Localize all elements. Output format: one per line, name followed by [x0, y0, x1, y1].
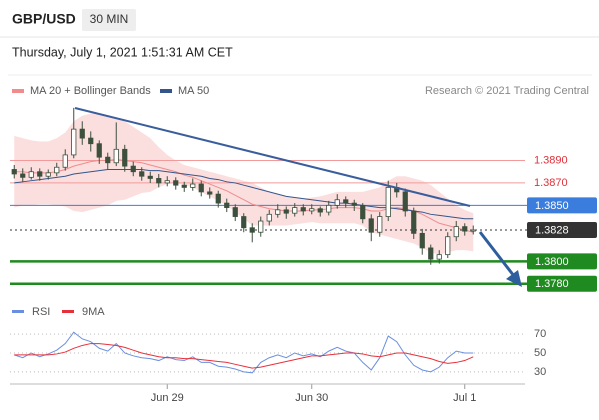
ma-line — [14, 158, 474, 233]
x-tick-label: Jun 29 — [151, 392, 184, 404]
candle-body — [122, 148, 128, 167]
candle-body — [130, 165, 136, 173]
candle-body — [445, 236, 451, 256]
candle-body — [215, 193, 221, 204]
level-label-box — [527, 222, 597, 238]
candle-body — [258, 220, 264, 233]
candle-body — [419, 232, 425, 249]
timeframe-badge[interactable] — [82, 9, 136, 31]
timeframe[interactable]: 30 MIN — [90, 12, 129, 26]
candle-body — [198, 183, 204, 193]
rsi-panel: RSI 9MA 30 50 70 — [10, 306, 546, 378]
candle-body — [368, 218, 374, 233]
candle-body — [428, 247, 434, 260]
candle-body — [360, 204, 366, 220]
candle-body — [62, 154, 68, 168]
level-label: 1.3800 — [535, 256, 569, 268]
forecast-arrow-head — [506, 270, 522, 287]
y-tick-label: 70 — [534, 328, 546, 340]
candle-body — [343, 199, 349, 204]
candle-body — [462, 226, 468, 232]
symbol: GBP/USD — [12, 11, 76, 27]
legend-label: MA 20 + Bollinger Bands — [30, 85, 151, 97]
legend-swatch — [62, 310, 74, 313]
candle-body — [37, 171, 43, 177]
candle-body — [300, 207, 306, 212]
candle-body — [156, 178, 162, 184]
candle-body — [20, 173, 26, 178]
candle-body — [88, 137, 94, 145]
candle-body — [181, 184, 187, 188]
candle-body — [411, 210, 417, 234]
candle-body — [402, 191, 408, 212]
legend-swatch — [12, 89, 24, 93]
rsi-line — [14, 331, 474, 374]
candle-body — [309, 208, 315, 212]
candle-body — [249, 227, 255, 233]
datetime: Thursday, July 1, 2021 1:51:31 AM CET — [12, 45, 233, 59]
level-label: 1.3828 — [535, 224, 569, 236]
legend-swatch — [12, 310, 24, 313]
level-label: 1.3850 — [535, 200, 569, 212]
level-label: 1.3780 — [535, 278, 569, 290]
candle-body — [317, 208, 323, 213]
candle-body — [292, 207, 298, 214]
candle-body — [326, 204, 332, 213]
ma-line — [14, 168, 474, 220]
candle-body — [436, 254, 442, 260]
candle-body — [232, 207, 238, 217]
y-tick-label: 50 — [534, 347, 546, 359]
y-tick-label: 30 — [534, 366, 546, 378]
legend-label: 9MA — [82, 306, 105, 318]
candle-body — [28, 171, 34, 178]
candle-body — [453, 226, 459, 238]
level-label: 1.3870 — [534, 177, 568, 189]
trend-line — [74, 107, 471, 207]
candle-body — [266, 213, 272, 222]
candle-body — [113, 148, 119, 164]
candle-body — [190, 183, 196, 188]
candle-body — [351, 202, 357, 206]
candle-body — [470, 229, 476, 232]
candle-body — [54, 166, 60, 174]
candle-body — [385, 187, 391, 217]
level-label: 1.3890 — [534, 154, 568, 166]
bollinger-band — [14, 113, 474, 255]
candle-body — [45, 172, 51, 177]
level-label-box — [527, 275, 597, 292]
candle-body — [139, 171, 145, 177]
level-label-box — [527, 197, 597, 214]
candle-body — [283, 209, 289, 214]
candle-body — [71, 128, 77, 156]
x-tick-label: Jun 30 — [295, 392, 328, 404]
legend-label: MA 50 — [178, 85, 209, 97]
candle-body — [241, 216, 247, 229]
candle-body — [11, 169, 17, 175]
candle-body — [334, 199, 340, 206]
candle-body — [275, 209, 281, 215]
legend-swatch — [160, 89, 172, 93]
candle-body — [164, 180, 170, 184]
source: Research © 2021 Trading Central — [425, 85, 589, 97]
forecast-arrow — [478, 231, 516, 277]
candle-body — [224, 202, 230, 208]
level-label-box — [527, 253, 597, 270]
candle-body — [147, 175, 153, 179]
candle-body — [79, 128, 85, 139]
candle-body — [377, 216, 383, 233]
candle-body — [207, 191, 213, 195]
x-tick-label: Jul 1 — [453, 392, 476, 404]
rsi-line — [14, 343, 474, 369]
candle-body — [173, 180, 179, 186]
price-panel: MA 20 + Bollinger Bands MA 50 Research © 2… — [10, 85, 597, 404]
candle-body — [96, 143, 102, 158]
candle-body — [105, 156, 111, 164]
legend-label: RSI — [32, 306, 50, 318]
